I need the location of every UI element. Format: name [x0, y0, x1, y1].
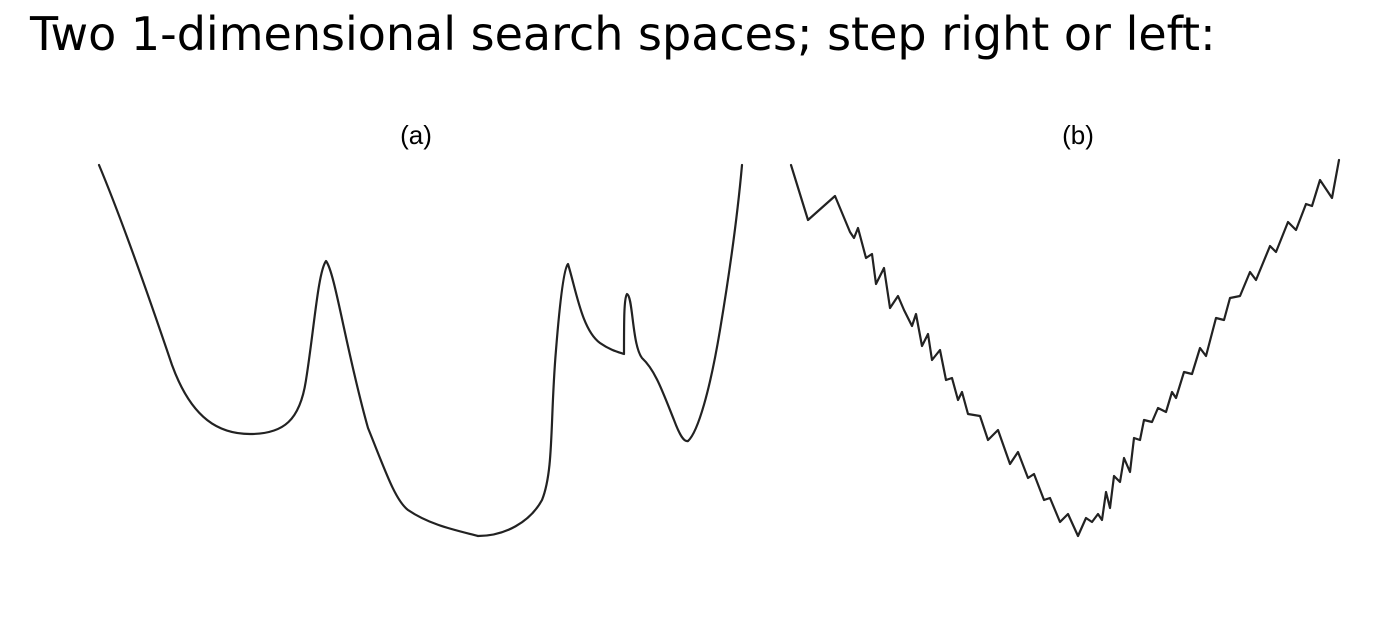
panel-b-label: (b) [1062, 120, 1094, 150]
search-space-a-curve [97, 163, 744, 538]
panel-a-label: (a) [400, 120, 432, 150]
search-space-b-curve [789, 158, 1341, 538]
slide-title: Two 1-dimensional search spaces; step ri… [30, 7, 1216, 61]
